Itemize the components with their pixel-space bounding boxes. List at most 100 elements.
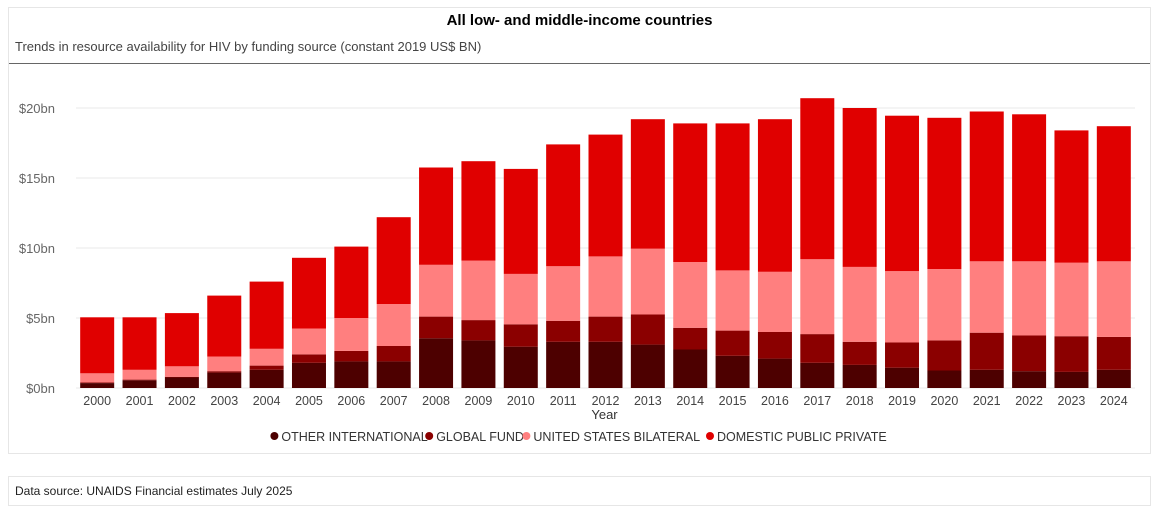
bar-segment[interactable]: [842, 341, 877, 365]
bar-segment[interactable]: [588, 341, 623, 388]
bar-segment[interactable]: [842, 108, 877, 267]
bar-segment[interactable]: [588, 256, 623, 317]
bar-segment[interactable]: [249, 365, 284, 370]
bar-segment[interactable]: [546, 341, 581, 388]
bar-segment[interactable]: [757, 271, 792, 332]
bar-segment[interactable]: [1096, 336, 1131, 370]
bar-segment[interactable]: [1096, 369, 1131, 388]
bar-segment[interactable]: [630, 314, 665, 345]
bar-segment[interactable]: [419, 338, 454, 388]
bar-segment[interactable]: [757, 119, 792, 272]
bar-segment[interactable]: [334, 246, 369, 318]
bar-segment[interactable]: [207, 356, 242, 372]
bar-segment[interactable]: [80, 382, 115, 384]
bar-segment[interactable]: [673, 349, 708, 389]
bar-segment[interactable]: [969, 111, 1004, 262]
bar-segment[interactable]: [927, 370, 962, 389]
bar-segment[interactable]: [588, 316, 623, 342]
bar-segment[interactable]: [673, 262, 708, 328]
bar-segment[interactable]: [503, 346, 538, 388]
bar-segment[interactable]: [969, 369, 1004, 388]
bar-segment[interactable]: [673, 123, 708, 263]
bar-segment[interactable]: [461, 260, 496, 321]
bar-segment[interactable]: [715, 330, 750, 356]
bar-segment[interactable]: [207, 372, 242, 388]
bar-segment[interactable]: [757, 358, 792, 388]
bar-segment[interactable]: [80, 383, 115, 388]
bar-segment[interactable]: [419, 167, 454, 265]
bar-segment[interactable]: [1054, 371, 1089, 388]
bar-segment[interactable]: [249, 281, 284, 349]
bar-segment[interactable]: [630, 119, 665, 249]
bar-segment[interactable]: [291, 257, 326, 329]
bar-segment[interactable]: [334, 361, 369, 388]
bar-segment[interactable]: [927, 340, 962, 371]
bar-segment[interactable]: [461, 161, 496, 261]
bar-segment[interactable]: [291, 328, 326, 355]
bar-segment[interactable]: [715, 270, 750, 331]
bar-segment[interactable]: [885, 367, 920, 388]
bar-segment[interactable]: [1096, 126, 1131, 262]
bar-segment[interactable]: [546, 266, 581, 321]
bar-segment[interactable]: [376, 361, 411, 388]
bar-segment[interactable]: [588, 134, 623, 257]
bar-segment[interactable]: [207, 371, 242, 373]
bar-segment[interactable]: [800, 259, 835, 335]
bar-segment[interactable]: [122, 379, 157, 381]
bar-segment[interactable]: [885, 342, 920, 368]
bar-segment[interactable]: [630, 248, 665, 315]
bar-segment[interactable]: [1012, 335, 1047, 372]
bar-segment[interactable]: [757, 332, 792, 359]
bar-segment[interactable]: [291, 354, 326, 363]
bar-segment[interactable]: [1054, 262, 1089, 337]
bar-segment[interactable]: [673, 327, 708, 350]
bar-segment[interactable]: [376, 304, 411, 346]
bar-segment[interactable]: [715, 123, 750, 271]
bar-segment[interactable]: [630, 344, 665, 388]
bar-segment[interactable]: [122, 380, 157, 388]
bar-segment[interactable]: [969, 261, 1004, 333]
bar-segment[interactable]: [1012, 261, 1047, 336]
bar-segment[interactable]: [503, 273, 538, 325]
bar-segment[interactable]: [1054, 336, 1089, 372]
bar-segment[interactable]: [122, 369, 157, 380]
bar-segment[interactable]: [800, 98, 835, 260]
bar-segment[interactable]: [503, 168, 538, 274]
bar-segment[interactable]: [800, 334, 835, 363]
bar-segment[interactable]: [927, 117, 962, 269]
bar-segment[interactable]: [164, 376, 199, 378]
bar-segment[interactable]: [376, 217, 411, 304]
bar-segment[interactable]: [80, 373, 115, 383]
bar-segment[interactable]: [334, 318, 369, 351]
bar-segment[interactable]: [503, 324, 538, 347]
bar-segment[interactable]: [1096, 261, 1131, 337]
bar-segment[interactable]: [885, 115, 920, 272]
bar-segment[interactable]: [249, 369, 284, 388]
bar-segment[interactable]: [376, 346, 411, 362]
bar-segment[interactable]: [249, 348, 284, 366]
bar-segment[interactable]: [461, 340, 496, 388]
bar-segment[interactable]: [1012, 114, 1047, 262]
bar-segment[interactable]: [419, 316, 454, 339]
bar-segment[interactable]: [164, 377, 199, 389]
bar-segment[interactable]: [291, 362, 326, 388]
bar-segment[interactable]: [164, 313, 199, 367]
bar-segment[interactable]: [1012, 371, 1047, 388]
bar-segment[interactable]: [334, 350, 369, 362]
bar-segment[interactable]: [842, 266, 877, 342]
bar-segment[interactable]: [122, 317, 157, 370]
bar-segment[interactable]: [842, 364, 877, 388]
bar-segment[interactable]: [927, 269, 962, 341]
bar-segment[interactable]: [207, 295, 242, 357]
bar-segment[interactable]: [164, 366, 199, 377]
bar-segment[interactable]: [80, 317, 115, 374]
bar-segment[interactable]: [419, 264, 454, 317]
bar-segment[interactable]: [800, 362, 835, 388]
bar-segment[interactable]: [546, 320, 581, 342]
bar-segment[interactable]: [461, 320, 496, 341]
bar-segment[interactable]: [969, 332, 1004, 370]
bar-segment[interactable]: [546, 144, 581, 267]
bar-segment[interactable]: [715, 355, 750, 388]
bar-segment[interactable]: [1054, 130, 1089, 263]
bar-segment[interactable]: [885, 271, 920, 343]
